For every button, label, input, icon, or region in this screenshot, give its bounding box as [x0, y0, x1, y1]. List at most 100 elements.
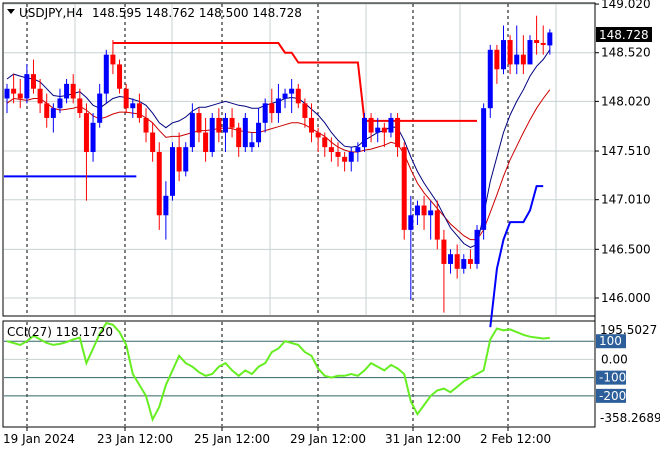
candle-body-bear — [150, 132, 156, 152]
candle-body-bull — [90, 122, 96, 152]
candle-body-bull — [527, 40, 533, 65]
candle-body-bear — [83, 113, 89, 152]
axes: 149.020 148.520 148.020 147.510 147.010 146.5… — [3, 0, 651, 446]
candle-body-bull — [428, 210, 434, 216]
candle-body-bull — [487, 49, 493, 109]
candle-body-bear — [315, 132, 321, 138]
time-tick-label: 31 Jan 12:00 — [385, 432, 461, 446]
candle-body-bull — [448, 254, 454, 264]
candle-body-bull — [282, 93, 288, 99]
candle-body-bull — [170, 147, 175, 196]
candle-body-bear — [322, 137, 328, 148]
candle-body-bear — [434, 210, 440, 240]
candle-body-bear — [421, 205, 427, 216]
candle-body-bull — [474, 229, 480, 264]
candle-body-bear — [143, 117, 149, 133]
candle-body-bear — [401, 147, 407, 230]
candle-body-bear — [77, 98, 83, 114]
candle-body-bear — [534, 40, 540, 43]
candle-body-bear — [328, 147, 334, 152]
candle-body-bull — [103, 54, 109, 94]
candle-body-bear — [229, 117, 235, 128]
candle-body-bull — [355, 147, 361, 152]
candle-body-bear — [117, 64, 123, 89]
main-chart-frame — [2, 2, 596, 317]
candle-body-bear — [494, 49, 500, 70]
candle-body-bull — [183, 147, 189, 172]
candle-body-bear — [136, 103, 142, 118]
ohlc-readout: 148.595 148.762 148.500 148.728 — [92, 6, 302, 20]
candle-body-bear — [70, 83, 76, 99]
price-tick-label: 148.520 — [601, 46, 651, 60]
cci-label: CCI(27) 118.1720 — [7, 325, 113, 339]
candle-body-bear — [269, 103, 275, 114]
price-tick-label: 148.020 — [601, 94, 651, 108]
time-tick-label: 25 Jan 12:00 — [194, 432, 270, 446]
candle-body-bull — [24, 74, 30, 99]
candle-body-bear — [196, 113, 202, 133]
candle-body-bear — [123, 88, 129, 109]
cci-level-label: -200 — [599, 389, 626, 403]
candle-body-bear — [44, 103, 50, 118]
candle-body-bear — [176, 147, 182, 172]
candle-body-bear — [156, 152, 162, 216]
current-price-tag — [596, 27, 652, 42]
cci-scale-min: -358.2689 — [600, 411, 660, 425]
candle-body-bull — [64, 83, 70, 99]
candle-body-bull — [388, 117, 394, 133]
candle-body-bear — [216, 117, 222, 133]
candle-body-bear — [507, 40, 513, 65]
grid — [4, 3, 594, 426]
candle-body-bull — [361, 117, 367, 148]
candle-body-bear — [236, 127, 242, 148]
candle-body-bull — [289, 88, 295, 94]
candle-body-bull — [256, 122, 262, 143]
candle-body-bull — [50, 108, 56, 118]
candle-body-bull — [222, 117, 228, 133]
price-tick-label: 147.510 — [601, 144, 651, 158]
cci-level-label: -100 — [599, 371, 626, 385]
candle-body-bull — [514, 54, 520, 65]
time-tick-label: 2 Feb 12:00 — [480, 432, 551, 446]
price-tick-label: 147.010 — [601, 193, 651, 207]
candle-body-bull — [97, 93, 103, 123]
candle-body-bull — [408, 215, 414, 230]
candle-body-bull — [57, 98, 63, 109]
candle-body-bull — [275, 98, 281, 114]
candle-body-bull — [481, 108, 487, 230]
candle-body-bear — [17, 93, 23, 99]
candle-body-bull — [414, 205, 420, 216]
candle-body-bear — [302, 103, 308, 118]
candle-body-bull — [249, 142, 255, 148]
candle-body-bull — [130, 103, 136, 109]
candle-body-bull — [501, 40, 506, 70]
candle-body-bear — [11, 88, 17, 94]
cci-level-tag — [596, 388, 626, 403]
symbol-menu-triangle-icon[interactable] — [7, 9, 15, 14]
cci-line — [6, 321, 550, 423]
candle-body-bear — [540, 42, 546, 45]
time-tick-label: 23 Jan 12:00 — [97, 432, 173, 446]
cci-series — [4, 321, 594, 423]
cci-panel-frame — [2, 320, 596, 428]
stop-level-line — [112, 42, 477, 122]
candle-body-bear — [395, 117, 401, 148]
candle-body-bear — [381, 127, 387, 133]
candle-body-bear — [309, 117, 315, 133]
candle-body-bear — [30, 74, 36, 89]
current-price-text: 148.728 — [599, 28, 649, 42]
candle-body-bear — [37, 88, 43, 104]
candle-body-bear — [467, 259, 473, 264]
candle-body-bear — [441, 239, 447, 264]
price-tick-label: 146.500 — [601, 242, 651, 256]
candles[interactable] — [4, 15, 553, 313]
candle-body-bull — [189, 113, 195, 148]
cci-level-label: 0.00 — [601, 352, 628, 366]
candle-body-bull — [348, 152, 354, 162]
candle-body-bear — [454, 254, 460, 269]
candle-body-bear — [335, 152, 341, 157]
cci-scale-max: 195.5027 — [600, 323, 657, 337]
cci-level-tag — [596, 334, 626, 349]
price-tick-label: 146.000 — [601, 291, 651, 305]
